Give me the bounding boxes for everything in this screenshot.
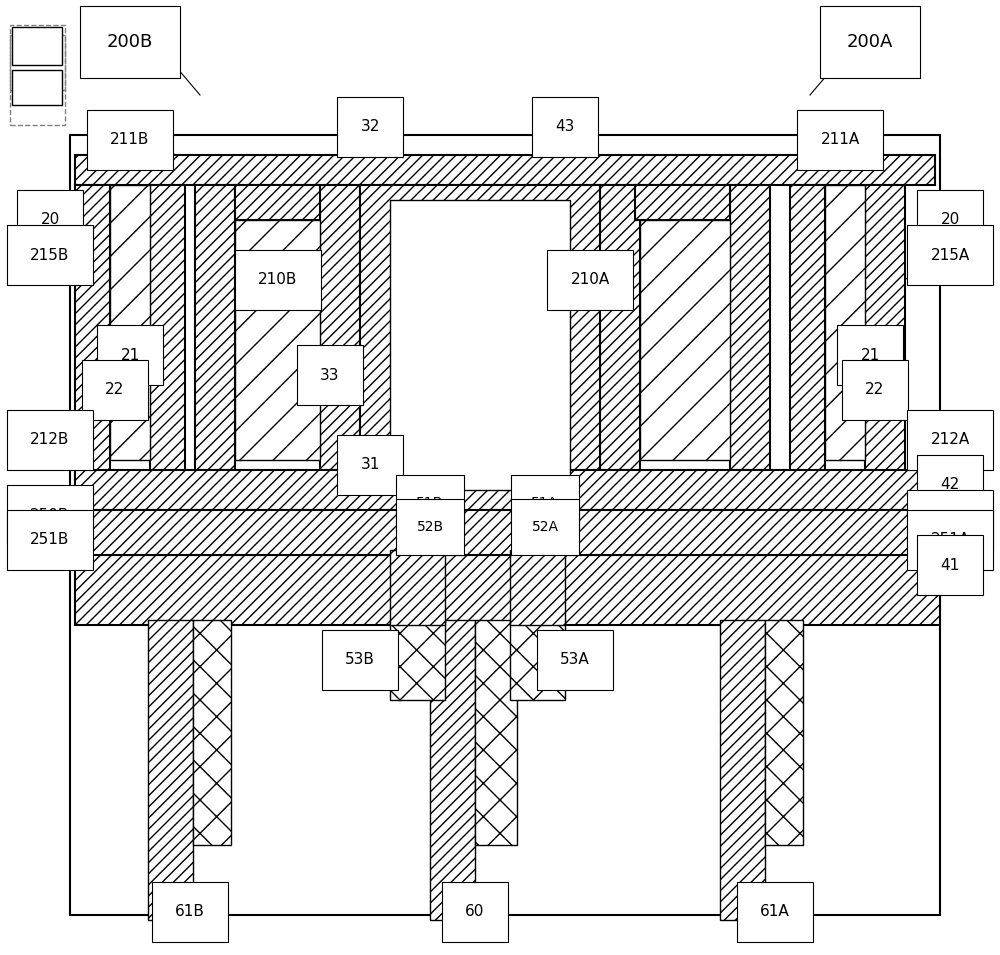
- Text: 42: 42: [940, 478, 960, 493]
- Text: 251A: 251A: [930, 533, 970, 547]
- Bar: [195, 185, 235, 470]
- Text: 212A: 212A: [930, 433, 970, 448]
- Bar: [510, 620, 565, 700]
- Bar: [730, 185, 770, 470]
- Bar: [110, 185, 150, 460]
- Text: 212B: 212B: [30, 433, 70, 448]
- Bar: [148, 620, 193, 920]
- Bar: [410, 530, 425, 545]
- Bar: [570, 510, 940, 555]
- Text: 52B: 52B: [416, 520, 444, 534]
- Bar: [430, 620, 475, 920]
- Bar: [865, 185, 905, 480]
- Bar: [535, 505, 550, 530]
- Text: 51A: 51A: [531, 496, 559, 510]
- Bar: [400, 510, 570, 555]
- Text: 60: 60: [465, 904, 485, 920]
- Bar: [475, 620, 517, 845]
- Bar: [75, 185, 110, 480]
- Text: 210A: 210A: [570, 272, 610, 287]
- Bar: [640, 220, 730, 460]
- Text: 43: 43: [555, 119, 575, 135]
- Text: 53B: 53B: [345, 652, 375, 668]
- Text: 41: 41: [940, 558, 960, 572]
- Bar: [635, 185, 730, 220]
- Bar: [360, 185, 600, 500]
- Bar: [825, 185, 865, 460]
- Text: 61A: 61A: [760, 904, 790, 920]
- Text: 200B: 200B: [107, 33, 153, 51]
- Text: 53A: 53A: [560, 652, 590, 668]
- Bar: [10, 25, 65, 125]
- Bar: [12, 70, 62, 105]
- Bar: [390, 550, 445, 625]
- Text: 211B: 211B: [110, 133, 150, 147]
- Bar: [765, 620, 803, 845]
- Text: 210B: 210B: [258, 272, 298, 287]
- Bar: [235, 185, 320, 220]
- Text: 21: 21: [860, 348, 880, 363]
- Bar: [535, 530, 550, 545]
- Bar: [390, 620, 445, 700]
- Text: 33: 33: [320, 368, 340, 383]
- Text: 20: 20: [40, 213, 60, 227]
- Bar: [510, 550, 565, 625]
- Text: 250B: 250B: [30, 507, 70, 522]
- Text: 20: 20: [940, 213, 960, 227]
- Text: 21: 21: [120, 348, 140, 363]
- Text: 215A: 215A: [930, 247, 970, 263]
- Text: 51B: 51B: [416, 496, 444, 510]
- Text: 22: 22: [865, 383, 885, 397]
- Bar: [70, 135, 940, 915]
- Bar: [75, 555, 940, 625]
- Bar: [12, 27, 62, 65]
- Text: 251B: 251B: [30, 533, 70, 547]
- Bar: [790, 185, 825, 480]
- Text: 250A: 250A: [930, 513, 970, 527]
- Bar: [75, 155, 935, 185]
- Text: 215B: 215B: [30, 247, 70, 263]
- Text: 211A: 211A: [820, 133, 860, 147]
- Bar: [75, 510, 430, 555]
- Text: 32: 32: [360, 119, 380, 135]
- Text: 22: 22: [105, 383, 125, 397]
- Bar: [600, 185, 640, 470]
- Text: 52A: 52A: [532, 520, 558, 534]
- Bar: [10, 35, 65, 90]
- Bar: [150, 185, 185, 480]
- Bar: [320, 185, 360, 470]
- Bar: [235, 220, 320, 460]
- Bar: [193, 620, 231, 845]
- Bar: [390, 200, 570, 490]
- Bar: [720, 620, 765, 920]
- Bar: [75, 470, 940, 510]
- Text: 31: 31: [360, 457, 380, 473]
- Text: 200A: 200A: [847, 33, 893, 51]
- Bar: [410, 505, 425, 530]
- Text: 61B: 61B: [175, 904, 205, 920]
